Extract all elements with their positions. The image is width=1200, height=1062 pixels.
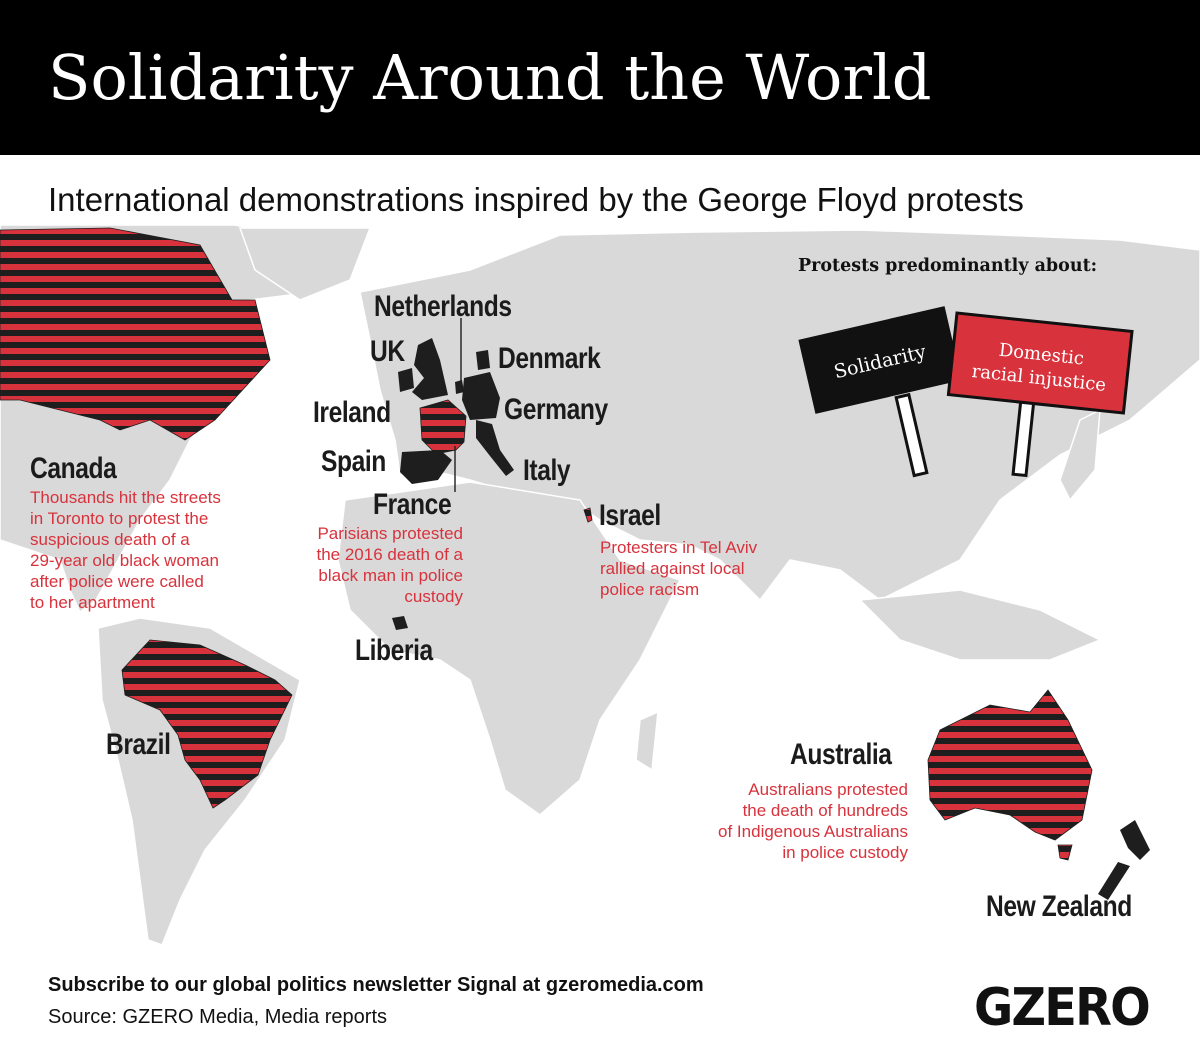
label-germany: Germany <box>504 393 608 426</box>
greenland-land <box>238 227 372 301</box>
label-italy: Italy <box>523 454 571 487</box>
solidarity-countries <box>392 338 1150 900</box>
germany-shape <box>462 372 500 420</box>
note-australia: Australians protested the death of hundr… <box>718 780 908 862</box>
ireland-shape <box>398 368 414 392</box>
australia-shape <box>927 689 1093 841</box>
africa-land <box>337 481 682 816</box>
canada-shape <box>0 227 271 441</box>
world-map <box>0 224 1200 946</box>
domestic-sign <box>946 311 1134 478</box>
madagascar-land <box>635 710 659 772</box>
italy-shape <box>476 420 514 476</box>
label-netherlands: Netherlands <box>374 290 512 323</box>
uk-shape <box>412 338 448 400</box>
netherlands-shape <box>455 380 464 394</box>
legend-signs: Solidarity Domestic racial injustice <box>798 306 1134 478</box>
label-australia: Australia <box>790 738 892 771</box>
note-canada: Thousands hit the streets in Toronto to … <box>30 488 221 612</box>
tasmania-shape <box>1057 844 1073 861</box>
southeast-asia-land <box>858 589 1102 661</box>
label-france: France <box>373 488 452 521</box>
liberia-shape <box>392 616 408 630</box>
label-new-zealand: New Zealand <box>986 890 1132 923</box>
label-israel: Israel <box>599 499 661 532</box>
solidarity-sign <box>798 306 962 478</box>
label-liberia: Liberia <box>355 634 433 667</box>
page-title: Solidarity Around the World <box>48 41 932 114</box>
label-spain: Spain <box>321 445 386 478</box>
label-denmark: Denmark <box>498 342 601 375</box>
domestic-countries <box>0 227 1093 861</box>
new-zealand-shape <box>1098 820 1150 900</box>
header-banner: Solidarity Around the World <box>0 0 1200 155</box>
legend-title: Protests predominantly about: <box>798 256 1098 276</box>
denmark-shape <box>476 350 490 370</box>
label-uk: UK <box>370 335 405 368</box>
israel-shape <box>583 507 593 523</box>
gzero-logo: GZERO <box>974 978 1151 1038</box>
label-brazil: Brazil <box>106 728 171 761</box>
france-shape <box>419 399 467 455</box>
page-subtitle: International demonstrations inspired by… <box>48 181 1024 218</box>
label-canada: Canada <box>30 452 117 485</box>
label-ireland: Ireland <box>313 396 391 429</box>
note-israel: Protesters in Tel Aviv rallied against l… <box>600 538 758 599</box>
note-france: Parisians protested the 2016 death of a … <box>316 524 463 606</box>
spain-shape <box>400 450 452 484</box>
source-line: Source: GZERO Media, Media reports <box>48 1006 388 1028</box>
brazil-shape <box>121 639 293 809</box>
subscribe-line: Subscribe to our global politics newslet… <box>48 974 704 996</box>
